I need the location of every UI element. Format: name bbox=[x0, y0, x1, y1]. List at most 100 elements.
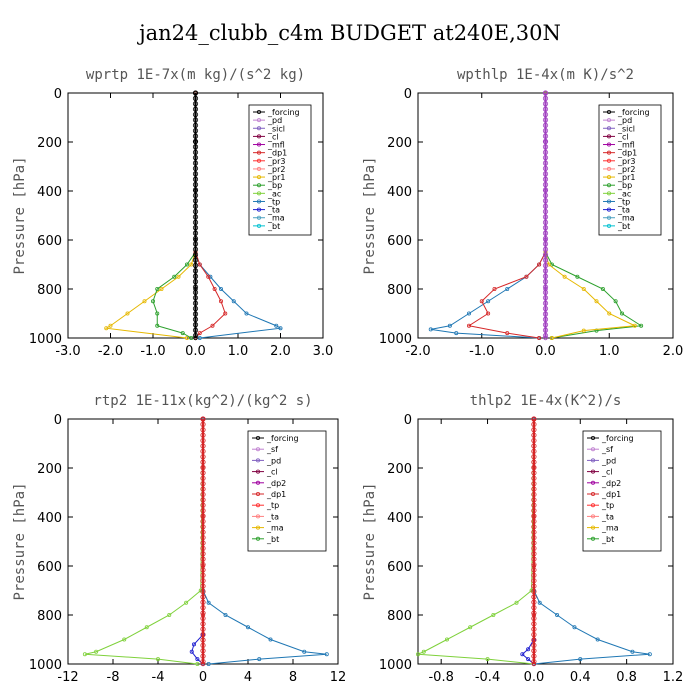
series-point bbox=[555, 613, 560, 618]
series-point bbox=[632, 323, 637, 328]
series-line-dp1 bbox=[467, 93, 546, 339]
series-point bbox=[537, 600, 542, 605]
legend-label: _dp1 bbox=[266, 490, 286, 499]
legend-marker bbox=[591, 480, 596, 485]
series-line-tp bbox=[202, 419, 327, 665]
legend-label: _forcing bbox=[617, 108, 650, 117]
series-point bbox=[542, 160, 549, 166]
legend-label: _tp bbox=[266, 501, 279, 510]
series-point bbox=[191, 642, 196, 647]
series-point bbox=[180, 331, 185, 336]
series-point bbox=[193, 335, 198, 341]
series-point bbox=[542, 214, 549, 220]
series-point bbox=[245, 625, 250, 630]
legend-label: _cl bbox=[266, 468, 278, 477]
series-point bbox=[192, 198, 199, 204]
series-point bbox=[531, 529, 537, 535]
series-point bbox=[192, 332, 199, 339]
legend-marker bbox=[256, 175, 261, 180]
series-point bbox=[531, 540, 537, 546]
series-point bbox=[82, 652, 87, 657]
legend-label: _tp bbox=[601, 501, 614, 510]
series-point bbox=[167, 613, 172, 618]
panel-title: wpthlp 1E-4x(m K)/s^2 bbox=[457, 67, 634, 83]
series-point bbox=[212, 286, 217, 291]
chart-panel-1: wprtp 1E-7x(m kg)/(s^2 kg) Pressure [hPa]… bbox=[12, 67, 333, 359]
series-point bbox=[197, 331, 202, 336]
legend-label: _pr1 bbox=[617, 173, 635, 182]
x-tick-label: -2.0 bbox=[98, 344, 123, 359]
legend-marker bbox=[607, 150, 612, 155]
y-tick-label: 800 bbox=[37, 283, 62, 298]
x-tick-label: 0.0 bbox=[535, 344, 556, 359]
legend-label: _sicl bbox=[267, 124, 285, 133]
series-point bbox=[192, 246, 199, 252]
legend-marker bbox=[607, 158, 612, 163]
series-point bbox=[531, 551, 537, 557]
series-point bbox=[542, 268, 549, 274]
series-point bbox=[531, 661, 537, 667]
series-point bbox=[192, 289, 199, 296]
series-point bbox=[542, 101, 549, 107]
series-point bbox=[244, 311, 249, 316]
series-point bbox=[159, 286, 164, 291]
series-point bbox=[542, 133, 549, 139]
series-point bbox=[531, 427, 537, 433]
series-point bbox=[122, 637, 127, 642]
x-tick-label: 1.2 bbox=[663, 670, 684, 685]
series-point bbox=[197, 262, 202, 267]
legend-label: _pr3 bbox=[617, 157, 635, 166]
series-point bbox=[595, 637, 600, 642]
series-point bbox=[200, 578, 206, 584]
plot-frame bbox=[417, 418, 674, 665]
x-tick-label: 8 bbox=[289, 670, 297, 685]
series-point bbox=[543, 335, 548, 341]
series-point bbox=[531, 508, 537, 514]
series-point bbox=[200, 588, 206, 595]
series-point bbox=[257, 657, 262, 662]
legend-label: _tp bbox=[617, 197, 630, 206]
series-point bbox=[200, 432, 206, 438]
legend-label: _ta bbox=[266, 512, 279, 521]
series-point bbox=[639, 323, 644, 328]
series-point bbox=[531, 626, 537, 632]
panel-title: wprtp 1E-7x(m kg)/(s^2 kg) bbox=[86, 67, 305, 83]
series-point bbox=[454, 331, 459, 336]
series-point bbox=[542, 128, 549, 134]
series-point bbox=[542, 327, 549, 333]
series-point bbox=[542, 155, 549, 161]
series-point bbox=[155, 311, 160, 316]
series-point bbox=[200, 621, 206, 627]
series-point bbox=[192, 171, 199, 177]
y-tick-label: 400 bbox=[37, 185, 62, 200]
y-tick-label: 600 bbox=[37, 560, 62, 575]
series-point bbox=[491, 613, 496, 618]
series-point bbox=[192, 311, 199, 317]
series-point bbox=[192, 128, 199, 134]
series-point bbox=[505, 331, 510, 336]
legend-label: _pr2 bbox=[617, 165, 635, 174]
series-point bbox=[531, 448, 537, 454]
series-point bbox=[531, 594, 537, 600]
series-point bbox=[542, 230, 549, 236]
series-point bbox=[466, 311, 471, 316]
series-point bbox=[524, 274, 529, 279]
series-point bbox=[200, 653, 206, 659]
series-point bbox=[542, 235, 549, 242]
legend-marker bbox=[256, 142, 261, 147]
series-point bbox=[531, 486, 537, 492]
legend-marker bbox=[256, 183, 261, 188]
series-point bbox=[531, 561, 537, 568]
series-point bbox=[324, 652, 329, 657]
series-point bbox=[542, 284, 549, 290]
legend-label: _dp2 bbox=[601, 479, 621, 488]
series-point bbox=[531, 518, 537, 525]
series-point bbox=[184, 335, 189, 340]
y-tick-label: 0 bbox=[404, 87, 412, 102]
legend-label: _pr3 bbox=[267, 157, 285, 166]
series-point bbox=[531, 583, 537, 589]
y-axis-label: Pressure [hPa] bbox=[12, 482, 28, 600]
y-tick-label: 600 bbox=[37, 234, 62, 249]
panel-title: rtp2 1E-11x(kg^2)/(kg^2 s) bbox=[93, 393, 312, 409]
